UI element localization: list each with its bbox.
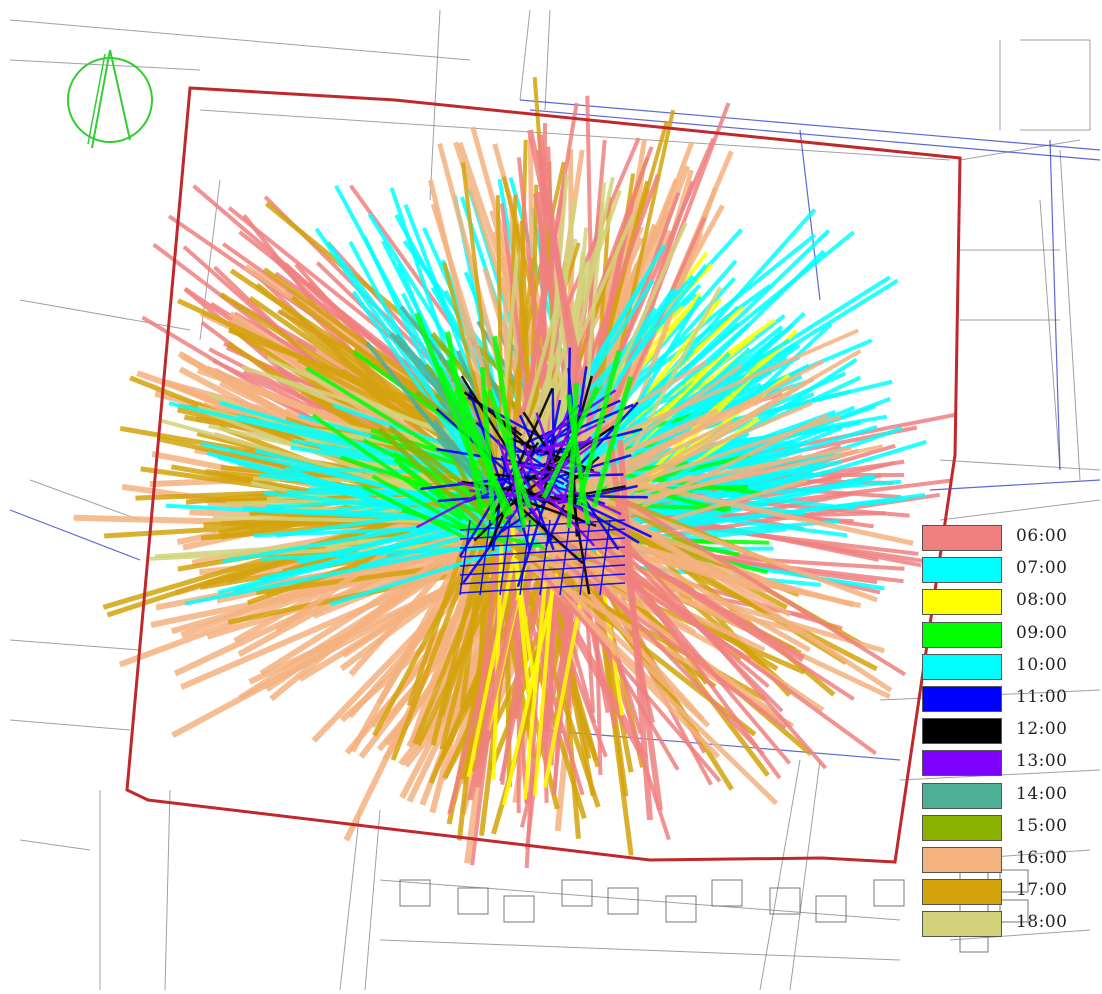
legend-swatch bbox=[922, 815, 1002, 841]
legend-label: 15:00 bbox=[1016, 816, 1068, 836]
legend-label: 14:00 bbox=[1016, 784, 1068, 804]
legend-swatch bbox=[922, 589, 1002, 615]
legend-item: 07:00 bbox=[922, 554, 1082, 586]
legend-label: 09:00 bbox=[1016, 623, 1068, 643]
legend-label: 16:00 bbox=[1016, 848, 1068, 868]
legend-swatch bbox=[922, 911, 1002, 937]
legend-swatch bbox=[922, 783, 1002, 809]
legend-item: 14:00 bbox=[922, 780, 1082, 812]
legend-label: 06:00 bbox=[1016, 526, 1068, 546]
legend-item: 18:00 bbox=[922, 908, 1082, 940]
legend-item: 10:00 bbox=[922, 651, 1082, 683]
legend-label: 12:00 bbox=[1016, 719, 1068, 739]
legend-label: 11:00 bbox=[1016, 687, 1068, 707]
legend-item: 09:00 bbox=[922, 619, 1082, 651]
legend-swatch bbox=[922, 718, 1002, 744]
legend-label: 13:00 bbox=[1016, 751, 1068, 771]
legend-swatch bbox=[922, 847, 1002, 873]
legend-swatch bbox=[922, 525, 1002, 551]
time-legend: 06:00 07:00 08:00 09:00 10:00 11:00 12:00 13:00… bbox=[922, 522, 1082, 940]
legend-item: 12:00 bbox=[922, 715, 1082, 747]
legend-item: 16:00 bbox=[922, 844, 1082, 876]
legend-swatch bbox=[922, 750, 1002, 776]
legend-item: 11:00 bbox=[922, 683, 1082, 715]
legend-item: 13:00 bbox=[922, 747, 1082, 779]
legend-item: 06:00 bbox=[922, 522, 1082, 554]
legend-item: 17:00 bbox=[922, 876, 1082, 908]
legend-swatch bbox=[922, 879, 1002, 905]
legend-label: 18:00 bbox=[1016, 912, 1068, 932]
legend-swatch bbox=[922, 654, 1002, 680]
legend-label: 07:00 bbox=[1016, 558, 1068, 578]
legend-item: 15:00 bbox=[922, 812, 1082, 844]
legend-label: 10:00 bbox=[1016, 655, 1068, 675]
legend-swatch bbox=[922, 622, 1002, 648]
legend-swatch bbox=[922, 686, 1002, 712]
legend-label: 08:00 bbox=[1016, 590, 1068, 610]
legend-item: 08:00 bbox=[922, 586, 1082, 618]
legend-swatch bbox=[922, 557, 1002, 583]
legend-label: 17:00 bbox=[1016, 880, 1068, 900]
